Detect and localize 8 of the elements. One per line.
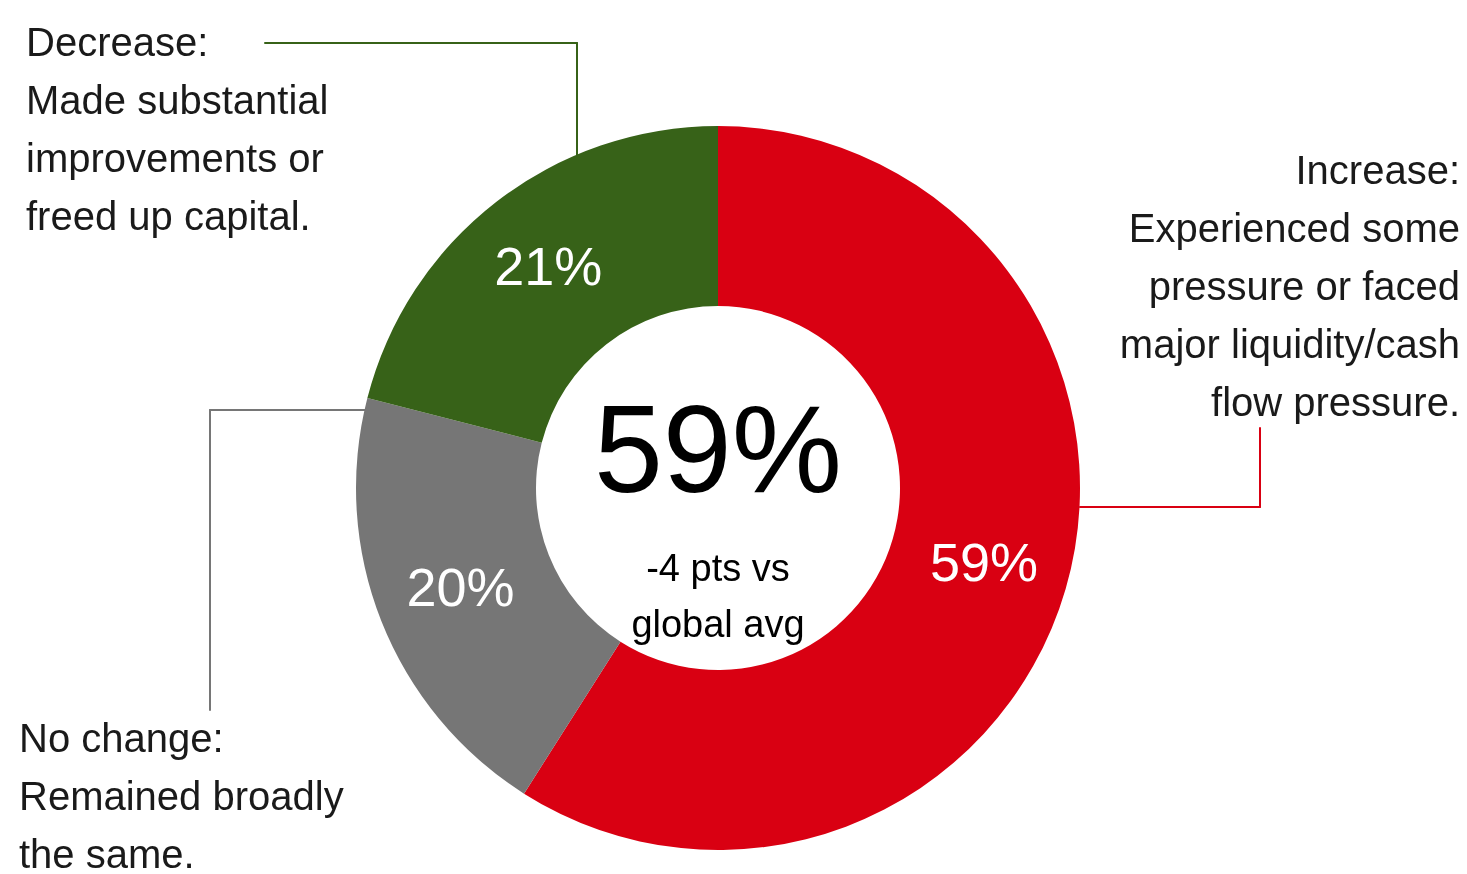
slice-label: Decrease: Made substantial improvements or freed up capital. <box>26 20 329 238</box>
data-label: 20% <box>406 556 515 617</box>
text: -4 pts vs global avg <box>631 547 805 645</box>
data-label: 21% <box>494 236 603 297</box>
text: 59% <box>593 380 843 518</box>
slice-label: No change: Remained broadly the same. <box>19 716 344 874</box>
slice-label: Increase: Experienced some pressure or faced major liquidity/cash flow pressure. <box>1119 148 1460 424</box>
data-label: 59% <box>929 532 1039 593</box>
